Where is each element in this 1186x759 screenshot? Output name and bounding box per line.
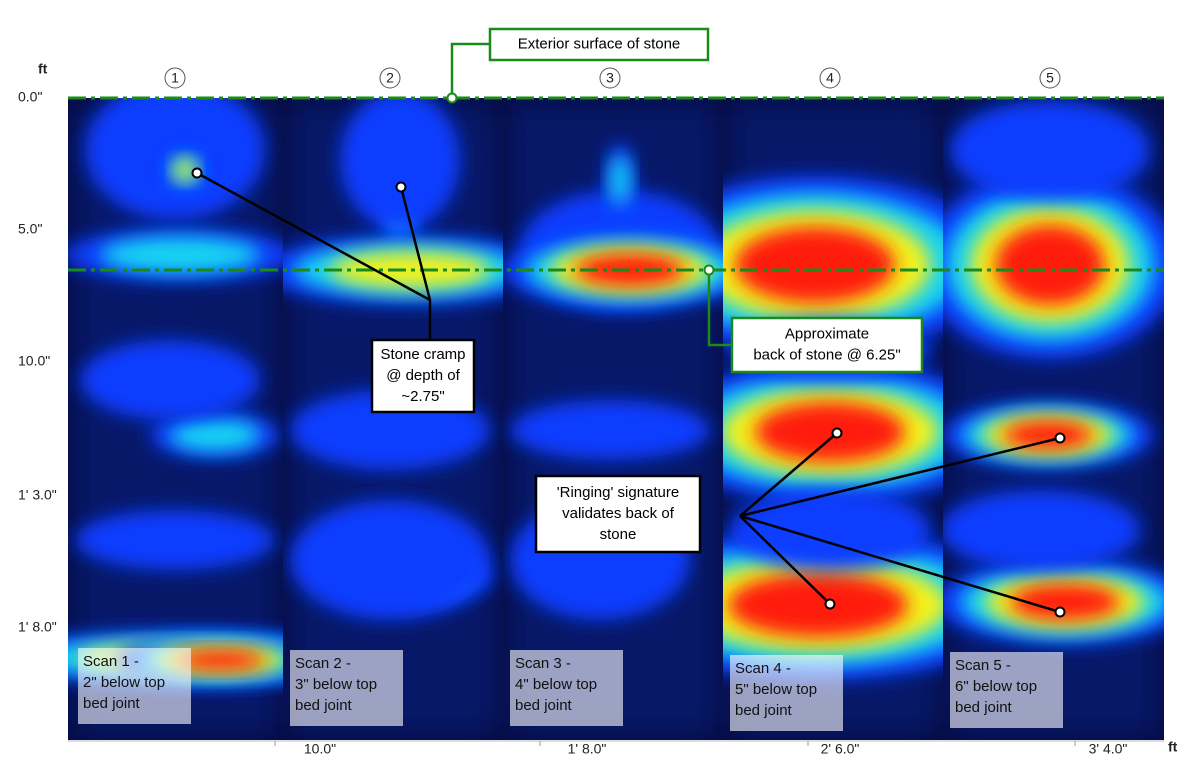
leader-point	[1056, 608, 1065, 617]
annotation: Exterior surface of stone	[490, 29, 708, 60]
scan-label-line: bed joint	[515, 697, 573, 714]
scan-label-line: bed joint	[735, 702, 793, 719]
scan-label: Scan 4 - 5" below top bed joint	[730, 655, 843, 731]
annotation-text: Stone cramp	[380, 346, 465, 363]
x-tick-label: 10.0"	[304, 741, 336, 757]
y-tick-label: 1' 8.0"	[18, 619, 57, 635]
scan-label-line: 3" below top	[295, 676, 377, 693]
scan-label-line: 2" below top	[83, 674, 165, 691]
y-tick-label: 1' 3.0"	[18, 487, 57, 503]
y-tick-label: 10.0"	[18, 353, 50, 369]
scan-panel	[921, 98, 1186, 740]
reflection	[170, 419, 260, 451]
annotation-text: stone	[600, 526, 637, 543]
reflection	[728, 573, 908, 637]
scan-number: 2	[386, 70, 394, 86]
leader-line	[452, 44, 490, 98]
reflection	[940, 490, 1140, 570]
annotation-text: @ depth of	[386, 367, 460, 384]
annotation: Approximate back of stone @ 6.25"	[732, 318, 922, 372]
reflection	[755, 402, 905, 462]
scan-label: Scan 2 - 3" below top bed joint	[290, 650, 403, 726]
leader-point	[448, 94, 457, 103]
annotation-text: Exterior surface of stone	[518, 35, 681, 52]
reflection	[1003, 421, 1093, 449]
annotation: Stone cramp @ depth of ~2.75"	[372, 340, 474, 412]
reflection	[290, 500, 490, 620]
x-tick-label: 2' 6.0"	[821, 741, 860, 757]
scan-label-line: Scan 4 -	[735, 660, 791, 677]
x-axis-unit: ft	[1168, 739, 1178, 755]
reflection	[75, 510, 275, 570]
reflection	[85, 80, 265, 220]
annotation-text: back of stone @ 6.25"	[753, 346, 900, 363]
leader-point	[1056, 434, 1065, 443]
scan-label-line: Scan 2 -	[295, 655, 351, 672]
reflection	[730, 490, 930, 570]
annotation-text: Approximate	[785, 325, 869, 342]
leader-point	[705, 266, 714, 275]
reflection	[340, 90, 460, 230]
leader-point	[397, 183, 406, 192]
y-tick-label: 5.0"	[18, 221, 42, 237]
y-tick-label: 0.0"	[18, 89, 42, 105]
gpr-scan-figure: ft 0.0" 5.0" 10.0" 1' 3.0" 1' 8.0" 10.0" 1' 8.0…	[0, 0, 1186, 759]
y-axis-unit: ft	[38, 61, 48, 77]
x-tick-label: 1' 8.0"	[568, 741, 607, 757]
scan-label-line: 5" below top	[735, 681, 817, 698]
annotation-text: 'Ringing' signature	[557, 484, 679, 501]
scan-number: 1	[171, 70, 179, 86]
leader-point	[826, 600, 835, 609]
reflection	[175, 160, 195, 180]
leader-point	[833, 429, 842, 438]
scan-label: Scan 3 - 4" below top bed joint	[510, 650, 623, 726]
scan-label-line: Scan 3 -	[515, 655, 571, 672]
scan-label: Scan 5 - 6" below top bed joint	[950, 652, 1063, 728]
scan-label: Scan 1 - 2" below top bed joint	[78, 648, 191, 724]
scan-label-line: bed joint	[955, 699, 1013, 716]
reflection	[510, 400, 710, 460]
annotation-text: ~2.75"	[401, 388, 444, 405]
heatmap	[0, 80, 1186, 740]
reflection	[995, 225, 1105, 305]
scan-label-line: 6" below top	[955, 678, 1037, 695]
reflection	[950, 100, 1150, 200]
scan-panel	[501, 98, 760, 740]
annotation-text: validates back of	[562, 505, 675, 522]
reflection	[80, 340, 260, 420]
scan-label-line: 4" below top	[515, 676, 597, 693]
scan-label-line: bed joint	[83, 695, 141, 712]
leader-point	[193, 169, 202, 178]
annotation: 'Ringing' signature validates back of ston…	[536, 476, 700, 552]
reflection	[735, 227, 895, 303]
scan-number: 4	[826, 70, 834, 86]
reflection	[100, 237, 260, 273]
scan-label-line: Scan 5 -	[955, 657, 1011, 674]
reflection	[610, 155, 630, 205]
scan-label-line: bed joint	[295, 697, 353, 714]
x-tick-label: 3' 4.0"	[1089, 741, 1128, 757]
scan-number: 5	[1046, 70, 1054, 86]
scan-label-line: Scan 1 -	[83, 653, 139, 670]
scan-number: 3	[606, 70, 614, 86]
